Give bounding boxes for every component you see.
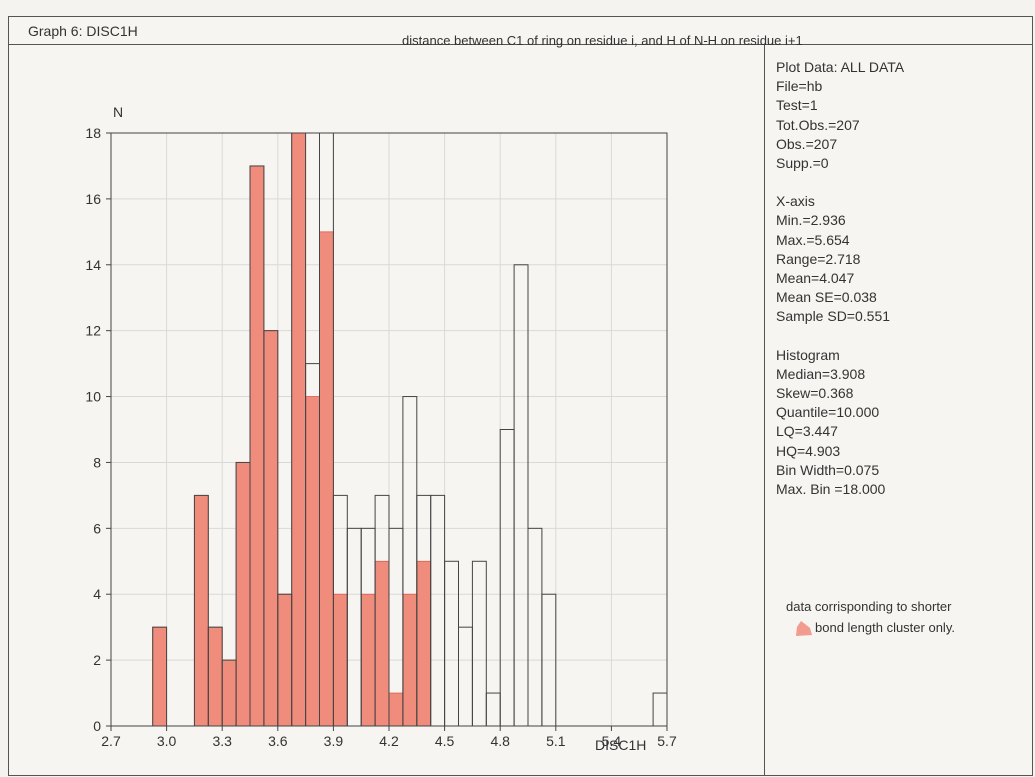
stat-total-obs: Tot.Obs.=207 [776,116,860,133]
bar-cluster [319,231,334,727]
stat-supp: Supp.=0 [776,155,829,172]
bar-all-data [458,626,473,727]
stat-mean-se: Mean SE=0.038 [776,289,877,306]
stat-plot-data: Plot Data: ALL DATA [776,59,905,75]
bar-cluster [305,396,320,727]
y-tick-label: 8 [93,454,101,470]
x-tick-label: 3.6 [268,733,288,749]
x-tick-label: 5.7 [657,733,677,749]
bar-cluster [221,659,237,727]
stats-panel: Plot Data: ALL DATA File=hb Test=1 Tot.O… [776,58,904,499]
x-tick-label: 4.2 [379,733,399,749]
stat-median: Median=3.908 [776,365,866,382]
bar-cluster [193,494,209,727]
stat-obs: Obs.=207 [776,135,838,152]
x-tick-label: 5.1 [546,733,566,749]
stat-range: Range=2.718 [776,250,861,267]
x-tick-label: 4.5 [435,733,455,749]
stat-max: Max.=5.654 [776,231,850,248]
bar-cluster [152,626,167,727]
stat-mean: Mean=4.047 [776,270,855,287]
panel-divider [764,44,765,776]
bar-cluster [360,593,376,727]
y-tick-label: 18 [85,125,101,141]
stat-hq: HQ=4.903 [776,442,841,459]
stat-test: Test=1 [776,97,818,114]
y-tick-label: 14 [85,257,101,273]
filled-bars-layer [152,132,432,727]
y-tick-label: 6 [93,520,101,536]
bar-cluster [416,560,432,727]
bar-all-data [513,264,529,727]
x-tick-label: 5.4 [602,733,622,749]
axis-layer [106,132,668,731]
y-tick-label: 12 [85,323,101,339]
x-tick-label: 3.9 [324,733,344,749]
chart-subtitle: distance between C1 of ring on residue i… [402,33,803,48]
bar-cluster [249,165,265,727]
y-tick-label: 4 [93,586,101,602]
y-tick-label: 10 [85,389,101,405]
graph-frame [8,16,1033,776]
plot-data-group: Plot Data: ALL DATA File=hb Test=1 Tot.O… [776,58,904,173]
legend: data corrisponding to shorter bond lengt… [778,596,955,638]
y-tick-label: 16 [85,191,101,207]
x-axis-label: DISC1H [595,737,646,753]
stat-bin-width: Bin Width=0.075 [776,461,880,478]
y-axis-label: N [113,104,123,120]
x-tick-label: 3.0 [157,733,177,749]
bar-cluster [388,692,404,727]
bar-all-data [471,560,487,727]
bar-all-data [527,527,543,727]
bar-cluster [332,593,348,727]
stat-x-axis-heading: X-axis [776,193,815,210]
bar-cluster [402,593,418,727]
x-tick-label: 2.7 [101,733,121,749]
stat-lq: LQ=3.447 [776,423,838,440]
legend-swatch-icon [796,621,812,636]
stat-skew: Skew=0.368 [776,385,854,402]
stat-sample-sd: Sample SD=0.551 [776,308,891,325]
stat-file: File=hb [776,78,823,95]
y-tick-label: 0 [93,718,101,734]
legend-line-1: data corrisponding to shorter [786,599,952,614]
bar-all-data [346,527,362,727]
y-tick-label: 2 [93,652,101,668]
bar-all-data [444,560,460,727]
grid-layer [111,132,667,726]
bar-cluster [291,132,307,727]
bar-cluster [277,593,293,727]
stat-min: Min.=2.936 [776,212,846,229]
stat-max-bin: Max. Bin =18.000 [776,481,886,498]
bar-cluster [263,330,279,727]
stat-quantile: Quantile=10.000 [776,404,880,421]
histogram-stats-group: Histogram Median=3.908 Skew=0.368 Quanti… [776,346,904,500]
bar-cluster [207,626,223,727]
bar-all-data [499,429,515,727]
legend-line-2: bond length cluster only. [815,620,955,635]
graph-title: Graph 6: DISC1H [28,23,138,39]
bar-cluster [374,560,390,727]
bar-all-data [485,692,501,727]
bar-all-data [430,494,446,727]
header-divider [8,44,1033,45]
bar-all-data [652,692,668,727]
bar-cluster [235,462,251,727]
tick-label-layer: 0 2 4 6 8 10 12 14 16 18 2.7 3.0 3.3 3.6 3.9 4.2 4.5 4.8 5… [85,125,677,749]
x-axis-stats-group: X-axis Min.=2.936 Max.=5.654 Range=2.718… [776,192,904,326]
x-tick-label: 3.3 [212,733,232,749]
stat-histogram-heading: Histogram [776,346,840,363]
x-tick-label: 4.8 [490,733,510,749]
